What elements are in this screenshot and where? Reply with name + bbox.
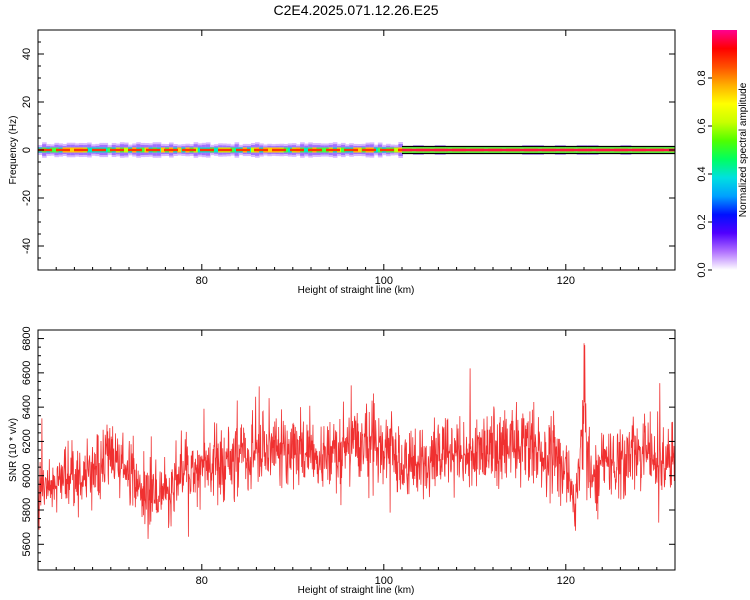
snr-ylabel: SNR (10 * v/v): [8, 418, 19, 482]
spectrogram-band: [70, 147, 76, 153]
colorbar-tick-label: 0.8: [696, 70, 708, 85]
spectrogram-ytick-label: -20: [21, 190, 33, 206]
colorbar: 0.0 0.2 0.4 0.6 0.8 Normalized spectral ampl…: [696, 30, 749, 278]
colorbar-tick-label: 0.2: [696, 214, 708, 229]
spectrogram-band: [250, 147, 256, 153]
spectrogram-band: [177, 147, 182, 153]
snr-axes: 80 100 120 5600 5800 6000 6200 6400 6600 6800: [21, 326, 676, 587]
spectrogram-band: [341, 147, 346, 153]
spectrogram-band: [214, 147, 219, 153]
spectrogram-xtick-label: 80: [196, 275, 208, 287]
spectrogram-ytick-label: 0: [21, 147, 33, 153]
colorbar-label: Normalized spectral amplitude: [738, 82, 749, 217]
spectrogram-band: [304, 147, 309, 153]
spectrogram-xlabel: Height of straight line (km): [298, 285, 415, 296]
spectrogram-ylabel: Frequency (Hz): [8, 116, 19, 185]
snr-series-line: [38, 343, 675, 539]
spectrogram-band: [50, 147, 55, 153]
spectrogram-band: [394, 147, 399, 153]
colorbar-tick-label: 0.4: [696, 166, 708, 181]
spectrogram-band: [320, 147, 326, 153]
colorbar-tick-label: 0.6: [696, 118, 708, 133]
spectrogram-ytick-label: 40: [21, 48, 33, 60]
snr-ytick-label: 6000: [21, 463, 33, 487]
spectrogram-ytick-label: 20: [21, 96, 33, 108]
snr-ytick-label: 6800: [21, 326, 33, 350]
colorbar-tick-label: 0.0: [696, 262, 708, 277]
snr-xtick-label: 120: [557, 575, 575, 587]
snr-xlabel: Height of straight line (km): [298, 585, 415, 596]
snr-ytick-label: 6600: [21, 361, 33, 385]
spectrogram-band: [123, 147, 129, 153]
spectrogram-band: [357, 147, 363, 153]
spectrogram-band: [373, 147, 379, 153]
snr-ytick-label: 5800: [21, 498, 33, 522]
spectrogram-band: [140, 147, 145, 153]
spectrogram-ytick-label: -40: [21, 238, 33, 254]
snr-ytick-label: 6200: [21, 429, 33, 453]
snr-panel: 80 100 120 5600 5800 6000 6200 6400 6600 6800 Hei…: [8, 326, 676, 596]
spectrogram-band: [160, 147, 166, 153]
spectrogram-xtick-label: 120: [557, 275, 575, 287]
colorbar-gradient: [712, 30, 737, 270]
spectrogram-trace: [38, 142, 675, 158]
spectrogram-band: [107, 147, 113, 153]
spectrogram-panel: 80 100 120 -40 -20 0 20 40 Height of straight l…: [8, 29, 676, 296]
snr-ytick-label: 5600: [21, 532, 33, 556]
snr-xtick-label: 100: [375, 575, 393, 587]
spectrogram-band: [87, 147, 92, 153]
spectrogram-band: [230, 147, 236, 153]
spectrogram-xtick-label: 100: [375, 275, 393, 287]
chart-title: C2E4.2025.071.12.26.E25: [273, 2, 438, 18]
spectrogram-band: [267, 147, 272, 153]
snr-xtick-label: 80: [196, 575, 208, 587]
spectrogram-axes: 80 100 120 -40 -20 0 20 40: [21, 29, 676, 287]
snr-ytick-label: 6400: [21, 395, 33, 419]
colorbar-ticks: 0.0 0.2 0.4 0.6 0.8: [696, 70, 712, 278]
